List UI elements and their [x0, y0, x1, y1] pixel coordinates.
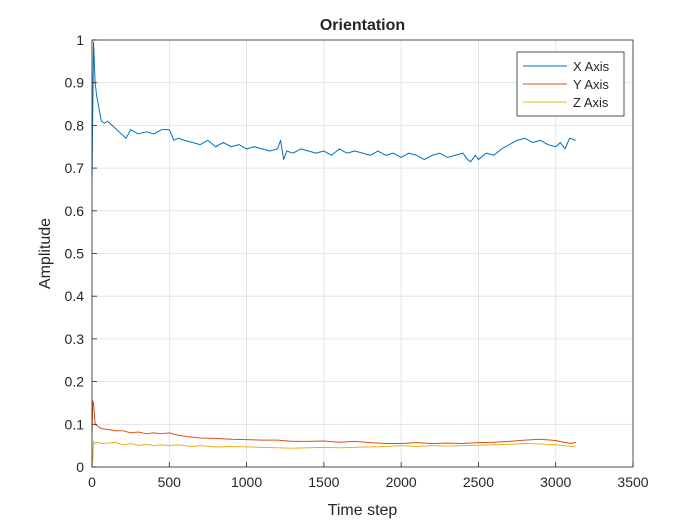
- y-tick-label: 0.6: [65, 203, 85, 219]
- y-tick-label: 0.3: [65, 331, 85, 347]
- x-tick-label: 3000: [540, 474, 571, 490]
- y-tick-label: 1: [76, 32, 84, 48]
- y-tick-label: 0: [76, 459, 84, 475]
- y-tick-label: 0.7: [65, 160, 85, 176]
- y-tick-label: 0.5: [65, 246, 85, 262]
- ticks: 0 500 1000 1500 2000 2500 3000 3500 0 0.1 0.2 0.3 0.…: [65, 32, 649, 490]
- series-line-y-axis: [91, 400, 576, 445]
- x-tick-label: 1500: [308, 474, 339, 490]
- legend-label: Y Axis: [573, 77, 609, 92]
- chart-title: Orientation: [320, 17, 405, 34]
- series-line-z-axis: [91, 440, 576, 463]
- x-tick-label: 0: [88, 474, 96, 490]
- legend: X Axis Y Axis Z Axis: [516, 51, 625, 117]
- x-tick-label: 3500: [617, 474, 648, 490]
- x-tick-label: 2500: [463, 474, 494, 490]
- series-group: [91, 41, 576, 463]
- y-tick-label: 0.8: [65, 117, 85, 133]
- legend-label: Z Axis: [573, 95, 609, 110]
- x-tick-label: 1000: [231, 474, 262, 490]
- x-tick-label: 500: [158, 474, 182, 490]
- y-tick-label: 0.9: [65, 75, 85, 91]
- series-line-x-axis: [91, 41, 576, 177]
- x-tick-label: 2000: [386, 474, 417, 490]
- y-tick-label: 0.4: [65, 288, 85, 304]
- x-axis-label: Time step: [328, 502, 398, 519]
- y-axis-label: Amplitude: [37, 218, 54, 289]
- y-tick-label: 0.1: [65, 416, 85, 432]
- legend-label: X Axis: [573, 59, 610, 74]
- y-tick-label: 0.2: [65, 374, 85, 390]
